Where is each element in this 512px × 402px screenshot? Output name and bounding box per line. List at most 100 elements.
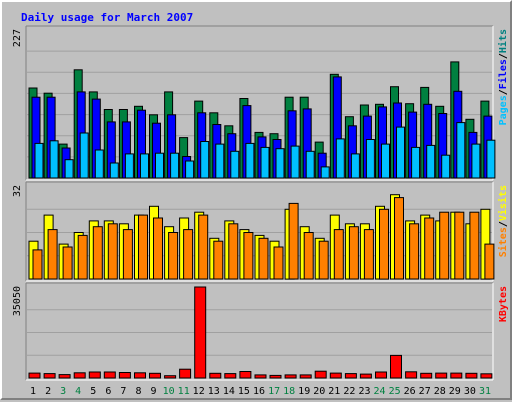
legend-item: / (498, 221, 509, 227)
bar-pages-day-27 (426, 144, 436, 179)
bar-sites-day-5 (92, 226, 103, 280)
bar-pages-day-23 (365, 139, 375, 179)
x-tick-label: 2 (45, 386, 51, 397)
legend: KBytes (498, 286, 509, 322)
bar-kbytes-day-17 (269, 374, 282, 379)
legend-item: Sites (497, 227, 509, 257)
bar-kbytes-day-11 (179, 368, 192, 379)
bar-sites-day-18 (288, 202, 299, 280)
bar-pages-day-4 (79, 132, 89, 179)
bar-pages-day-9 (155, 152, 164, 179)
bar-pages-day-17 (275, 148, 285, 179)
bar-kbytes-day-24 (375, 371, 387, 379)
x-tick-label: 18 (283, 386, 295, 397)
bar-kbytes-day-1 (28, 372, 41, 379)
bar-pages-day-22 (350, 153, 360, 179)
x-tick-label: 3 (60, 386, 66, 397)
legend-item: / (498, 89, 509, 95)
bar-kbytes-day-21 (329, 372, 342, 379)
x-tick-label: 29 (449, 386, 461, 397)
x-tick-label: 12 (193, 386, 205, 397)
x-tick-label: 15 (238, 386, 250, 397)
bar-sites-day-14 (228, 223, 239, 280)
bar-pages-day-2 (49, 140, 59, 179)
bar-kbytes-day-12 (194, 286, 207, 379)
bar-sites-day-23 (363, 229, 374, 280)
x-tick-label: 5 (90, 386, 96, 397)
x-tick-label: 27 (419, 386, 431, 397)
bar-sites-day-10 (168, 232, 179, 280)
bar-kbytes-day-13 (209, 372, 222, 379)
bars (28, 61, 496, 179)
x-tick-label: 30 (464, 386, 476, 397)
bar-kbytes-day-27 (420, 372, 433, 379)
bar-sites-day-21 (333, 229, 344, 280)
bar-kbytes-day-22 (344, 373, 357, 379)
bar-kbytes-day-15 (239, 371, 252, 379)
bar-sites-day-30 (469, 211, 480, 280)
x-tick-label: 8 (135, 386, 141, 397)
bar-pages-day-14 (230, 150, 240, 179)
bar-pages-day-11 (185, 160, 195, 179)
x-tick-label: 11 (178, 386, 190, 397)
bar-sites-day-25 (394, 197, 404, 280)
bar-kbytes-day-9 (149, 372, 161, 379)
x-tick-label: 22 (343, 386, 355, 397)
y-max-label: 32 (12, 185, 23, 197)
bar-pages-day-1 (34, 142, 44, 179)
x-tick-label: 9 (150, 386, 156, 397)
x-tick-label: 21 (328, 386, 340, 397)
bar-pages-day-21 (335, 138, 345, 179)
bar-sites-day-27 (424, 217, 435, 280)
x-tick-label: 24 (373, 386, 385, 397)
bar-kbytes-day-5 (88, 371, 101, 379)
bar-pages-day-30 (471, 143, 481, 179)
x-tick-label: 7 (120, 386, 126, 397)
bar-sites-day-17 (273, 246, 284, 280)
bar-pages-day-3 (64, 159, 74, 179)
bar-sites-day-15 (243, 232, 254, 280)
chart-title: Daily usage for March 2007 (21, 11, 193, 24)
bar-kbytes-day-18 (284, 374, 297, 379)
x-tick-label: 26 (404, 386, 416, 397)
legend-item: / (498, 53, 509, 59)
bar-sites-day-2 (47, 229, 58, 280)
bar-sites-day-9 (153, 217, 163, 280)
bar-sites-day-24 (379, 208, 389, 280)
bar-sites-day-29 (454, 211, 465, 280)
x-tick-label: 28 (434, 386, 446, 397)
panel-visits-sites: 32 Sites/Visits (12, 181, 509, 282)
bar-pages-day-15 (245, 142, 255, 179)
bar-pages-day-12 (200, 141, 210, 179)
bar-sites-day-7 (122, 229, 133, 280)
x-axis-labels: 1 2 3 4 5 6 7 8 9 10 11 12 13 14 15 16 17 18 19 20 21 22 23 24 2… (30, 386, 491, 397)
bar-kbytes-day-25 (390, 354, 402, 379)
bar-kbytes-day-20 (314, 370, 327, 379)
bar-kbytes-day-10 (164, 375, 177, 379)
legend-item: Files (497, 59, 509, 89)
bar-pages-day-5 (94, 149, 104, 179)
bar-pages-day-10 (170, 152, 180, 179)
bar-kbytes-day-4 (73, 372, 86, 379)
legend: Pages/Files/Hits (497, 29, 509, 125)
bar-kbytes-day-23 (359, 373, 372, 379)
panel-kbytes: 35050 KBytes (12, 282, 509, 381)
x-tick-label: 1 (30, 386, 36, 397)
bar-kbytes-day-2 (43, 373, 56, 379)
bar-kbytes-day-30 (465, 372, 478, 379)
x-tick-label: 6 (105, 386, 111, 397)
x-tick-label: 31 (479, 386, 491, 397)
x-tick-label: 4 (75, 386, 81, 397)
bar-sites-day-11 (183, 229, 194, 280)
bar-sites-day-19 (303, 232, 314, 280)
bar-pages-day-20 (320, 166, 330, 179)
bar-pages-day-24 (381, 143, 390, 179)
bar-kbytes-day-6 (103, 371, 116, 379)
bar-kbytes-day-31 (480, 373, 493, 379)
bar-sites-day-4 (77, 234, 88, 280)
bar-pages-day-7 (124, 153, 134, 179)
x-tick-label: 19 (298, 386, 310, 397)
